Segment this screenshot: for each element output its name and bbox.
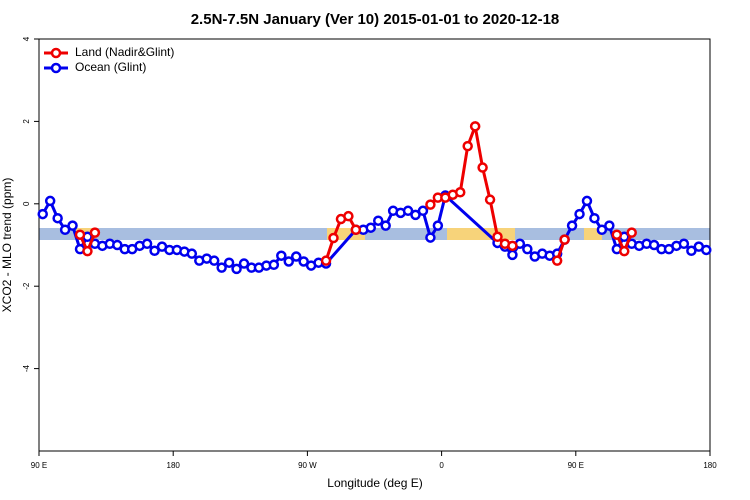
ocean-band [39,228,710,240]
point [283,256,295,267]
x-tick-label: 90 E [31,461,47,470]
point [589,212,600,224]
point [686,245,697,257]
point [350,224,362,236]
point [551,255,563,266]
point [223,257,235,268]
y-tick-label: 2 [22,119,31,124]
point [619,245,630,257]
x-tick-label: 90 W [298,461,317,470]
x-tick-label: 90 E [568,461,584,470]
point [290,251,302,262]
legend-label: Ocean (Glint) [75,60,146,74]
point [604,220,615,231]
point [216,262,227,273]
point [559,234,570,245]
plot-frame [38,38,711,452]
point [462,140,473,152]
point [484,194,496,205]
point [268,259,280,271]
point [648,239,660,251]
point [507,240,518,252]
x-tick-label: 0 [439,461,444,470]
point [566,220,578,231]
legend-marker [50,62,62,74]
point [626,227,637,238]
point [410,209,421,221]
point [67,220,78,231]
point [328,232,339,244]
point [596,224,608,236]
point [44,195,56,207]
point [343,210,354,222]
point [37,208,48,220]
point [238,258,250,269]
legend-marker [50,47,62,59]
point [581,195,593,207]
point [432,220,444,231]
point [425,232,436,243]
y-tick-label: -2 [22,282,31,290]
point [112,239,123,251]
point [141,238,153,250]
point [425,199,436,210]
point [417,205,429,217]
point [89,227,101,238]
x-tick-label: 180 [703,461,717,470]
point [231,263,242,275]
point [492,231,503,243]
point [52,212,63,224]
point [574,208,585,220]
point [454,187,466,198]
point [678,238,690,250]
point [701,244,712,256]
x-tick-label: 180 [167,461,181,470]
point [372,215,384,226]
point [611,229,623,240]
point [208,255,220,266]
point [477,162,488,173]
y-tick-label: -4 [22,364,31,372]
point [74,229,86,240]
point [82,245,93,257]
point [149,245,160,257]
x-axis-label: Longitude (deg E) [327,476,422,490]
series-line [78,120,634,262]
point [276,250,287,261]
point [186,248,198,259]
legend-label: Land (Nadir&Glint) [75,45,174,59]
point [380,220,391,231]
chart-title: 2.5N-7.5N January (Ver 10) 2015-01-01 to… [191,11,560,28]
point [522,243,533,255]
point [365,222,377,233]
point [320,255,332,266]
point [469,121,481,132]
point [298,256,309,267]
point [59,224,71,236]
y-tick-label: 0 [22,201,31,206]
point [507,249,518,261]
y-tick-label: 4 [22,36,31,41]
point [402,205,414,217]
y-axis-label: XCO2 - MLO trend (ppm) [0,178,14,313]
